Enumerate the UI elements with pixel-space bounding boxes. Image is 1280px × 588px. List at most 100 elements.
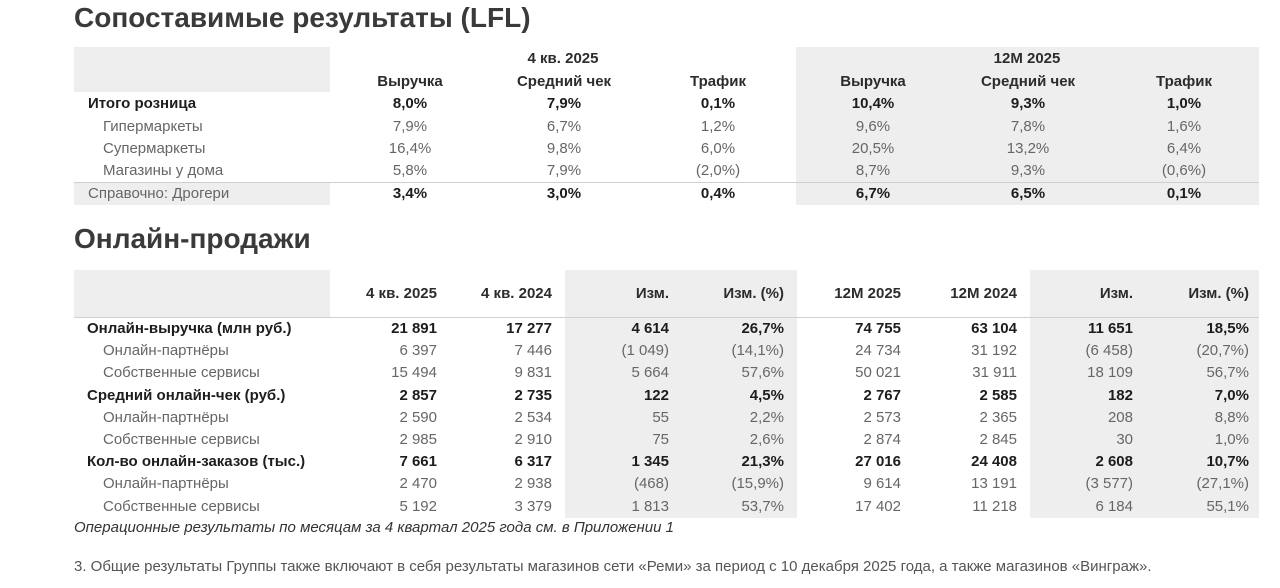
online-cell: 2,6% (749, 431, 784, 448)
online-cell: 2,2% (749, 409, 784, 426)
online-cell: 1 813 (631, 498, 669, 515)
online-cell: 2 365 (979, 409, 1017, 426)
online-cell: 17 402 (855, 498, 901, 515)
online-cell: 5 192 (399, 498, 437, 515)
online-cell: 2 857 (399, 387, 437, 404)
online-cell: 7 446 (514, 342, 552, 359)
online-cell: 1 345 (631, 453, 669, 470)
online-cell: 75 (652, 431, 669, 448)
online-cell: (15,9%) (731, 475, 784, 492)
lfl-row-label: Итого розница (88, 95, 197, 112)
lfl-row-label: Магазины у дома (103, 162, 224, 179)
online-cell: (20,7%) (1196, 342, 1249, 359)
online-row-label: Собственные сервисы (103, 498, 260, 515)
online-cell: 122 (643, 387, 669, 404)
online-column-header: 12М 2024 (950, 285, 1017, 302)
online-cell: 6 317 (514, 453, 552, 470)
lfl-row-label: Справочно: Дрогери (88, 185, 230, 202)
lfl-title: Сопоставимые результаты (LFL) (74, 2, 531, 33)
online-q4-change-bg (565, 270, 797, 518)
online-12m-change-bg (1030, 270, 1259, 518)
lfl-divider (74, 182, 1259, 183)
online-cell: 24 408 (971, 453, 1017, 470)
lfl-drogeri-label-bg (74, 183, 330, 205)
lfl-cell: 9,3% (1010, 162, 1046, 179)
online-cell: 30 (1116, 431, 1133, 448)
online-header-label-bg (74, 270, 330, 318)
lfl-cell: 1,6% (1166, 118, 1202, 135)
footnote-3: 3. Общие результаты Группы также включаю… (74, 558, 1152, 575)
lfl-column-header: Выручка (377, 73, 443, 90)
online-cell: 31 911 (972, 364, 1017, 381)
online-cell: 9 614 (863, 475, 901, 492)
lfl-column-header: Средний чек (980, 73, 1076, 90)
lfl-cell: 0,1% (1166, 185, 1202, 202)
lfl-cell: 9,8% (546, 140, 582, 157)
online-cell: 2 470 (399, 475, 437, 492)
online-cell: 10,7% (1206, 453, 1249, 470)
online-cell: 63 104 (971, 320, 1017, 337)
online-column-header: Изм. (1099, 285, 1133, 302)
online-cell: 50 021 (855, 364, 901, 381)
lfl-column-header: Трафик (1156, 73, 1212, 90)
lfl-cell: 10,4% (851, 95, 895, 112)
online-row-label: Средний онлайн-чек (руб.) (87, 387, 286, 404)
online-cell: 2 590 (399, 409, 437, 426)
lfl-cell: 3,0% (546, 185, 582, 202)
online-row-label: Онлайн-выручка (млн руб.) (87, 320, 292, 337)
online-cell: 56,7% (1206, 364, 1249, 381)
lfl-period-12m: 12М 2025 (993, 50, 1061, 67)
online-column-header: Изм. (635, 285, 669, 302)
online-row-label: Кол-во онлайн-заказов (тыс.) (87, 453, 306, 470)
online-cell: 27 016 (855, 453, 901, 470)
online-cell: (468) (633, 475, 669, 492)
online-cell: 2 938 (514, 475, 552, 492)
lfl-12m-bg (796, 47, 1259, 205)
online-cell: 18,5% (1206, 320, 1249, 337)
online-cell: 3 379 (514, 498, 552, 515)
lfl-cell: (0,6%) (1161, 162, 1207, 179)
lfl-column-header: Выручка (840, 73, 906, 90)
online-cell: 2 845 (979, 431, 1017, 448)
lfl-cell: 6,4% (1166, 140, 1202, 157)
lfl-cell: 0,4% (700, 185, 736, 202)
online-column-header: 4 кв. 2025 (366, 285, 437, 302)
lfl-period-q4: 4 кв. 2025 (527, 50, 599, 67)
online-column-header: Изм. (%) (1188, 285, 1249, 302)
lfl-header-label-bg (74, 47, 330, 92)
lfl-cell: 9,6% (855, 118, 891, 135)
lfl-cell: 8,7% (855, 162, 891, 179)
online-cell: 26,7% (741, 320, 784, 337)
online-cell: 5 664 (631, 364, 669, 381)
online-row-label: Онлайн-партнёры (103, 409, 229, 426)
lfl-cell: 20,5% (851, 140, 895, 157)
lfl-cell: (2,0%) (695, 162, 741, 179)
online-column-header: Изм. (%) (723, 285, 784, 302)
online-cell: 4 614 (631, 320, 669, 337)
lfl-cell: 0,1% (700, 95, 736, 112)
online-column-header: 12М 2025 (834, 285, 901, 302)
online-cell: 6 397 (399, 342, 437, 359)
online-cell: 2 573 (863, 409, 901, 426)
online-cell: (27,1%) (1196, 475, 1249, 492)
lfl-cell: 5,8% (392, 162, 428, 179)
online-cell: (6 458) (1085, 342, 1133, 359)
online-cell: 2 985 (399, 431, 437, 448)
lfl-cell: 9,3% (1010, 95, 1046, 112)
online-row-label: Собственные сервисы (103, 364, 260, 381)
online-cell: 7 661 (399, 453, 437, 470)
online-cell: 2 608 (1095, 453, 1133, 470)
online-cell: 2 767 (863, 387, 901, 404)
online-row-label: Онлайн-партнёры (103, 342, 229, 359)
online-row-label: Онлайн-партнёры (103, 475, 229, 492)
online-cell: 4,5% (749, 387, 784, 404)
online-cell: (1 049) (621, 342, 669, 359)
lfl-cell: 6,5% (1010, 185, 1046, 202)
lfl-cell: 3,4% (392, 185, 428, 202)
online-cell: 74 755 (855, 320, 901, 337)
online-cell: (3 577) (1085, 475, 1133, 492)
online-row-label: Собственные сервисы (103, 431, 260, 448)
online-cell: 11 218 (972, 498, 1017, 515)
lfl-cell: 7,9% (546, 95, 582, 112)
online-cell: 55 (652, 409, 669, 426)
